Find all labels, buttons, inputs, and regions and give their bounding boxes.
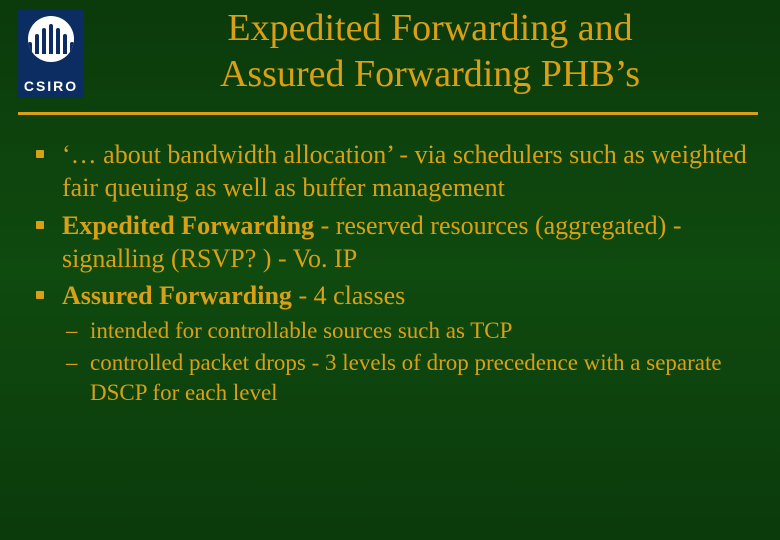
bullet-item: Expedited Forwarding - reserved resource… xyxy=(30,209,750,276)
bullet-text: ‘… about bandwidth allocation’ - via sch… xyxy=(62,140,747,202)
logo-org-text: CSIRO xyxy=(24,78,78,94)
slide: CSIRO Expedited Forwarding and Assured F… xyxy=(0,0,780,540)
title-line-2: Assured Forwarding PHB’s xyxy=(220,53,640,95)
sub-bullet-item: controlled packet drops - 3 levels of dr… xyxy=(62,348,750,408)
logo-circle xyxy=(28,16,74,62)
sub-bullet-text: intended for controllable sources such a… xyxy=(90,318,512,343)
bullet-item: ‘… about bandwidth allocation’ - via sch… xyxy=(30,138,750,205)
title-underline xyxy=(18,112,758,115)
bullet-rest: - 4 classes xyxy=(292,281,405,310)
slide-title: Expedited Forwarding and Assured Forward… xyxy=(100,6,760,97)
title-line-1: Expedited Forwarding and xyxy=(227,7,632,49)
bullet-item: Assured Forwarding - 4 classes intended … xyxy=(30,279,750,408)
bullet-lead: Expedited Forwarding xyxy=(62,211,314,240)
sub-bullet-list: intended for controllable sources such a… xyxy=(62,316,750,408)
sub-bullet-text: controlled packet drops - 3 levels of dr… xyxy=(90,350,722,405)
bullet-list: ‘… about bandwidth allocation’ - via sch… xyxy=(30,138,750,408)
csiro-logo: CSIRO xyxy=(18,10,84,98)
slide-body: ‘… about bandwidth allocation’ - via sch… xyxy=(30,138,750,412)
logo-bars-icon xyxy=(28,24,74,54)
sub-bullet-item: intended for controllable sources such a… xyxy=(62,316,750,346)
bullet-lead: Assured Forwarding xyxy=(62,281,292,310)
